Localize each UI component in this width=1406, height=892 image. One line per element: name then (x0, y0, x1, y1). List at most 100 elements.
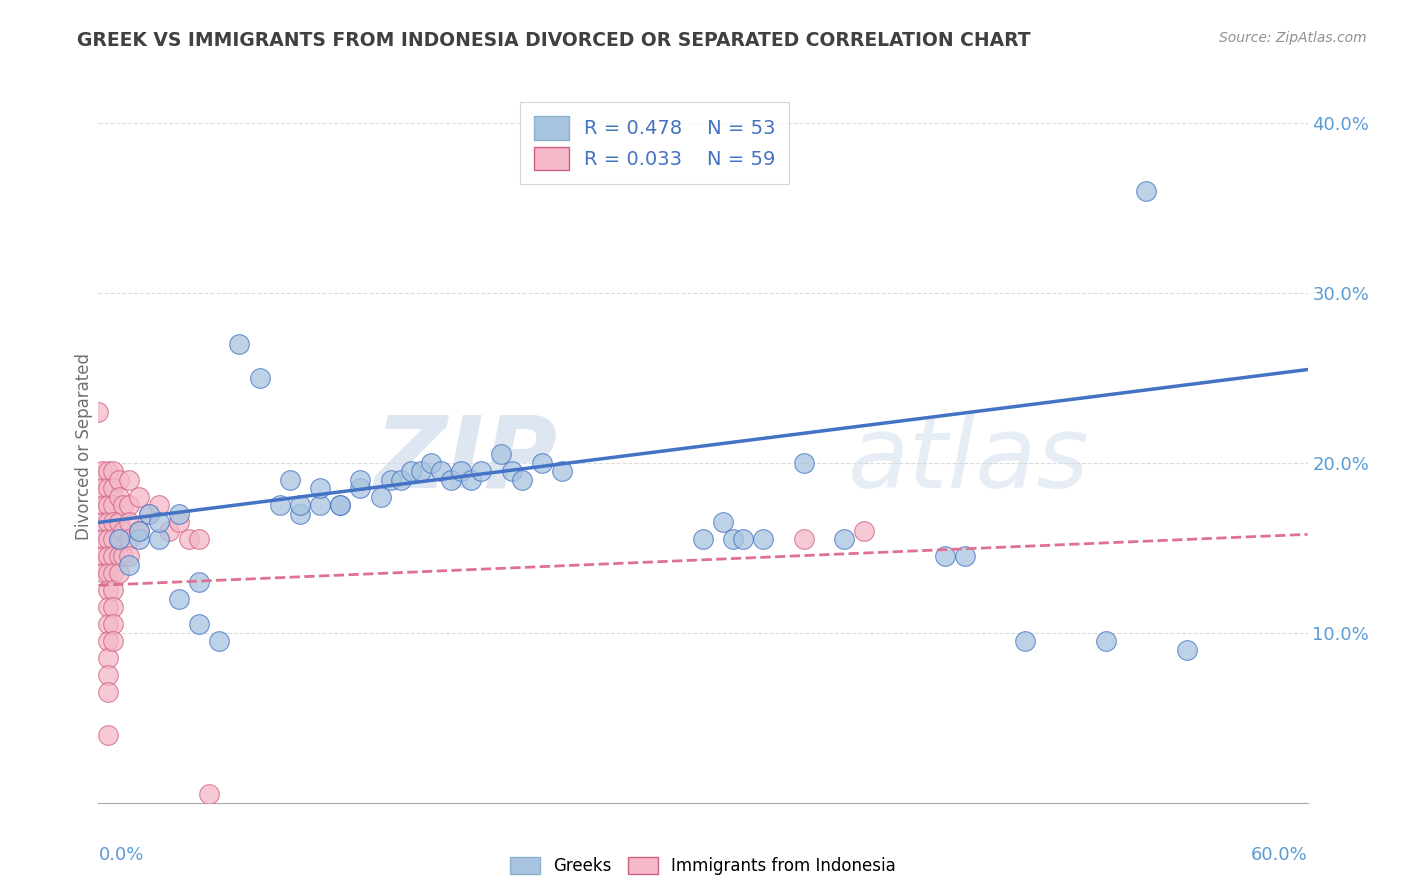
Point (349, 473, 371, 487)
Point (228, 337, 250, 351)
Point (118, 549, 141, 564)
Point (138, 507, 160, 521)
Point (288, 507, 311, 521)
Y-axis label: Divorced or Separated: Divorced or Separated (75, 352, 93, 540)
Point (97, 685, 120, 699)
Point (97, 499, 120, 513)
Point (309, 499, 332, 513)
Point (470, 465, 492, 479)
Point (97, 651, 120, 665)
Point (309, 482, 332, 496)
Point (793, 456, 815, 470)
Point (179, 533, 201, 547)
Point (1095, 634, 1118, 648)
Point (349, 482, 371, 496)
Point (692, 533, 714, 547)
Point (128, 524, 150, 538)
Point (249, 371, 271, 385)
Point (832, 533, 855, 547)
Point (107, 533, 129, 547)
Point (167, 507, 190, 521)
Point (93, 499, 115, 513)
Point (440, 473, 463, 487)
Point (329, 499, 352, 513)
Point (157, 524, 180, 538)
Point (111, 524, 134, 538)
Point (97, 482, 120, 496)
Point (167, 516, 190, 530)
Point (97, 533, 120, 547)
Point (460, 473, 482, 487)
Point (711, 516, 734, 530)
Point (91, 465, 114, 479)
Point (793, 533, 815, 547)
Point (399, 465, 422, 479)
Point (430, 465, 453, 479)
Point (97, 600, 120, 615)
Point (380, 473, 402, 487)
Point (288, 499, 311, 513)
Point (128, 533, 150, 547)
Point (107, 566, 129, 581)
Point (97, 465, 120, 479)
Point (97, 516, 120, 530)
Legend: R = 0.478    N = 53, R = 0.033    N = 59: R = 0.478 N = 53, R = 0.033 N = 59 (520, 103, 789, 184)
Point (101, 533, 124, 547)
Point (188, 617, 211, 632)
Text: 60.0%: 60.0% (1251, 846, 1308, 863)
Point (128, 490, 150, 504)
Point (138, 507, 160, 521)
Point (93, 533, 115, 547)
Point (97, 728, 120, 742)
Point (101, 499, 124, 513)
Text: Source: ZipAtlas.com: Source: ZipAtlas.com (1219, 31, 1367, 45)
Point (97, 668, 120, 682)
Point (101, 549, 124, 564)
Point (953, 549, 976, 564)
Point (148, 499, 170, 513)
Point (752, 533, 775, 547)
Point (118, 499, 141, 513)
Point (97, 617, 120, 632)
Point (188, 574, 211, 589)
Point (148, 533, 170, 547)
Point (501, 465, 523, 479)
Point (409, 465, 432, 479)
Point (111, 549, 134, 564)
Point (491, 448, 513, 462)
Point (97, 566, 120, 581)
Point (101, 516, 124, 530)
Point (93, 549, 115, 564)
Point (167, 591, 190, 606)
Point (97, 634, 120, 648)
Point (128, 524, 150, 538)
Point (101, 617, 124, 632)
Point (934, 549, 956, 564)
Point (111, 499, 134, 513)
Point (389, 473, 412, 487)
Point (118, 473, 141, 487)
Point (1175, 643, 1198, 657)
Point (101, 465, 124, 479)
Point (118, 558, 141, 572)
Point (101, 566, 124, 581)
Point (198, 787, 221, 801)
Point (91, 482, 114, 496)
Point (97, 583, 120, 598)
Point (118, 533, 141, 547)
Point (107, 490, 129, 504)
Point (101, 634, 124, 648)
Point (107, 516, 129, 530)
Point (208, 634, 231, 648)
Point (510, 473, 533, 487)
Text: atlas: atlas (848, 412, 1090, 508)
Text: 0.0%: 0.0% (98, 846, 143, 863)
Point (853, 524, 876, 538)
Point (107, 473, 129, 487)
Point (97, 549, 120, 564)
Text: ZIP: ZIP (375, 412, 558, 508)
Legend: Greeks, Immigrants from Indonesia: Greeks, Immigrants from Indonesia (502, 849, 904, 884)
Point (148, 516, 170, 530)
Point (530, 456, 553, 470)
Point (107, 533, 129, 547)
